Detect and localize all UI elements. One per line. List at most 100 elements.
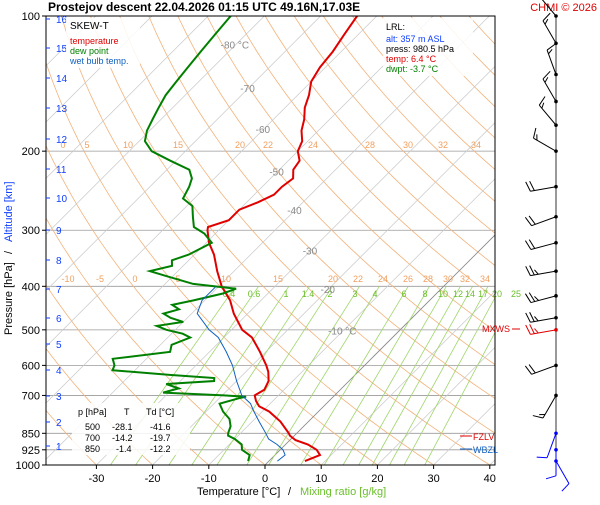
table-row-850-p: 850 (85, 444, 100, 454)
altitude-tick-label: 6 (56, 314, 62, 325)
fzlv-label: FZLV (473, 432, 494, 442)
isotherm-label: -70 (240, 84, 255, 95)
pressure-tick-label: 400 (22, 281, 40, 293)
adiabat-label-200: 30 (403, 140, 413, 150)
altitude-tick-label: 9 (56, 226, 62, 237)
altitude-tick-label: 13 (56, 104, 68, 115)
table-row-500-t: -28.1 (112, 422, 133, 432)
temperature-tick-label: -10 (201, 473, 217, 485)
x-axis-title-mixing: Mixing ratio [g/kg] (300, 486, 386, 498)
adiabat-label-200: 15 (173, 140, 183, 150)
temperature-tick-label: 0 (262, 473, 268, 485)
temperature-tick-label: 10 (315, 473, 327, 485)
temperature-tick-label: -30 (88, 473, 104, 485)
lrl-temperature: temp: 6.4 °C (386, 54, 437, 64)
altitude-tick-label: 5 (56, 340, 62, 351)
pressure-tick-label: 1000 (16, 460, 40, 472)
pressure-tick-label: 600 (22, 360, 40, 372)
table-header-td: Td [°C] (146, 407, 174, 417)
temperature-tick-label: -20 (145, 473, 161, 485)
altitude-tick-label: 7 (56, 285, 62, 296)
table-header-t: T (124, 407, 130, 417)
x-axis-title-temperature: Temperature [°C] (197, 486, 280, 498)
adiabat-label-200: 28 (365, 140, 375, 150)
adiabat-label-200: 10 (123, 140, 133, 150)
lrl-pressure: press: 980.5 hPa (386, 44, 454, 54)
table-row-500-p: 500 (85, 422, 100, 432)
chart-title: Prostejov descent 22.04.2026 01:15 UTC 4… (48, 0, 360, 14)
temperature-tick-label: 20 (371, 473, 383, 485)
mixing-ratio-label: 1.4 (302, 289, 315, 299)
isotherm-label: -80 °C (221, 41, 249, 52)
adiabat-label-200: 22 (263, 140, 273, 150)
mixing-ratio-label: 2 (327, 289, 332, 299)
pressure-tick-label: 300 (22, 225, 40, 237)
mixing-ratio-label: 8 (422, 289, 427, 299)
adiabat-label-370: -5 (96, 274, 104, 284)
level-data-table: p [hPa] T Td [°C] 500 -28.1 -41.6 700 -1… (72, 403, 190, 455)
adiabat-label-200: 34 (471, 140, 481, 150)
mixing-ratio-label: 10 (438, 289, 448, 299)
isotherm-label: -50 (269, 167, 284, 178)
adiabat-label-200: 24 (308, 140, 318, 150)
adiabat-label-200: 5 (84, 140, 89, 150)
altitude-tick-label: 15 (56, 44, 68, 55)
credit-text: CHMI © 2026 (530, 2, 597, 14)
mixing-ratio-label: 14 (465, 289, 475, 299)
mixing-ratio-label: 20 (492, 289, 502, 299)
altitude-tick-label: 8 (56, 256, 62, 267)
mixing-ratio-label: 17 (478, 289, 488, 299)
mixing-ratio-label: 0.6 (248, 289, 261, 299)
mixing-ratio-label: 3 (352, 289, 357, 299)
table-row-700-p: 700 (85, 433, 100, 443)
wind-barb-feather (537, 457, 547, 458)
pressure-tick-label: 925 (22, 445, 40, 457)
mixing-ratio-label: 6 (401, 289, 406, 299)
adiabat-label-370: 22 (353, 274, 363, 284)
mixing-ratio-label: 1 (283, 289, 288, 299)
y-axis-title-pressure: Pressure [hPa] (3, 262, 15, 335)
wbzl-label: WBZL (473, 445, 498, 455)
adiabat-label-200: 20 (235, 140, 245, 150)
table-row-700-td: -19.7 (150, 433, 171, 443)
pressure-tick-label: 500 (22, 325, 40, 337)
pressure-tick-label: 700 (22, 390, 40, 402)
lrl-info-box: LRL: alt: 357 m ASL press: 980.5 hPa tem… (383, 18, 473, 76)
table-row-700-t: -14.2 (112, 433, 133, 443)
adiabat-label-370: 28 (423, 274, 433, 284)
altitude-tick-label: 16 (56, 15, 68, 26)
temperature-tick-label: 30 (427, 473, 439, 485)
legend-item-dew-point: dew point (70, 46, 109, 56)
table-row-850-t: -1.4 (116, 444, 132, 454)
lrl-dewpoint: dwpt: -3.7 °C (386, 64, 439, 74)
pressure-tick-label: 100 (22, 11, 40, 23)
adiabat-label-370: 20 (328, 274, 338, 284)
table-header-p: p [hPa] (78, 407, 107, 417)
altitude-tick-label: 3 (56, 392, 62, 403)
pressure-tick-label: 200 (22, 146, 40, 158)
legend-item-temperature: temperature (70, 36, 119, 46)
table-row-500-td: -41.6 (150, 422, 171, 432)
mixing-ratio-label: 25 (511, 289, 521, 299)
lrl-title: LRL: (386, 22, 405, 32)
altitude-tick-label: 2 (56, 418, 62, 429)
legend-item-wet-bulb: wet bulb temp. (69, 56, 129, 66)
adiabat-label-370: -10 (61, 274, 74, 284)
mixing-ratio-label: 4 (372, 289, 377, 299)
adiabat-label-370: 34 (480, 274, 490, 284)
legend: SKEW-T temperature dew point wet bulb te… (66, 18, 140, 68)
adiabat-label-370: 30 (443, 274, 453, 284)
altitude-tick-label: 10 (56, 194, 68, 205)
temperature-tick-label: 40 (484, 473, 496, 485)
lrl-altitude: alt: 357 m ASL (386, 34, 445, 44)
adiabat-label-370: 10 (221, 274, 231, 284)
table-row-850-td: -12.2 (150, 444, 171, 454)
altitude-tick-label: 11 (56, 165, 67, 176)
adiabat-label-370: 26 (403, 274, 413, 284)
altitude-tick-label: 12 (56, 135, 68, 146)
isotherm-label: -60 (256, 125, 271, 136)
altitude-tick-label: 4 (56, 366, 62, 377)
isotherm-label: -10 °C (328, 326, 356, 337)
